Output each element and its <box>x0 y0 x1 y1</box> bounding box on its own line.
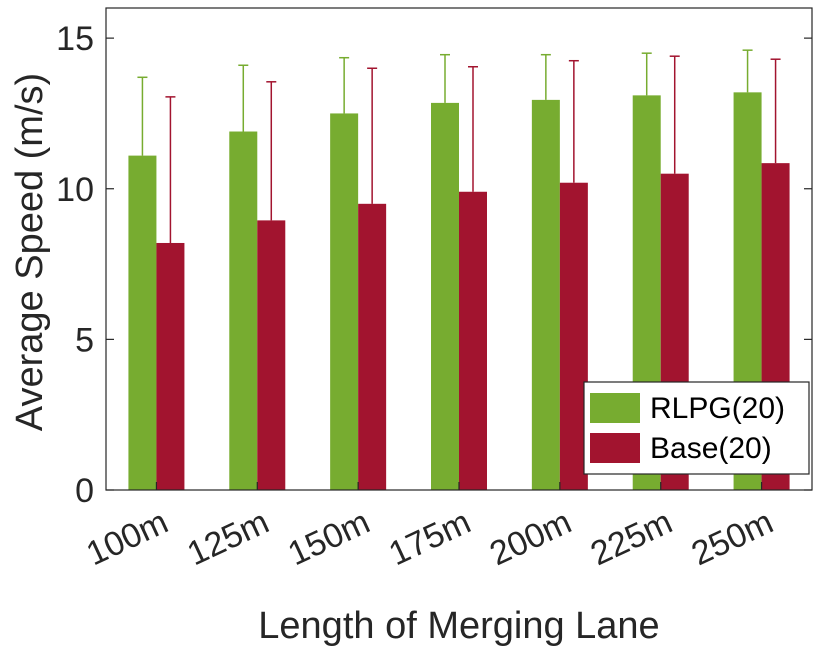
legend-label-base: Base(20) <box>650 432 772 465</box>
bar-1-125m <box>257 220 286 490</box>
y-axis-label: Average Speed (m/s) <box>9 73 51 431</box>
y-tick-label-5: 5 <box>75 321 94 359</box>
y-tick-label-15: 15 <box>56 20 94 58</box>
y-tick-label-10: 10 <box>56 171 94 209</box>
x-tick-label-200m: 200m <box>484 503 577 573</box>
x-tick-label-100m: 100m <box>81 503 174 573</box>
x-tick-label-150m: 150m <box>282 503 375 573</box>
legend-swatch-rlpg <box>590 393 640 423</box>
bar-0-100m <box>128 155 157 491</box>
bar-1-175m <box>459 191 487 490</box>
bar-1-100m <box>156 242 185 490</box>
x-tick-label-250m: 250m <box>686 503 779 573</box>
x-tick-label-175m: 175m <box>383 503 476 573</box>
y-tick-label-0: 0 <box>75 472 94 510</box>
x-axis-label: Length of Merging Lane <box>258 605 659 646</box>
legend-label-rlpg: RLPG(20) <box>650 392 785 425</box>
bars-layer <box>128 49 790 491</box>
bar-0-125m <box>229 131 258 490</box>
bar-0-175m <box>431 102 459 491</box>
x-tick-label-125m: 125m <box>182 503 275 573</box>
bar-1-150m <box>358 203 387 490</box>
bar-0-150m <box>330 113 359 490</box>
legend: RLPG(20) Base(20) <box>583 381 810 475</box>
bar-0-200m <box>531 99 560 490</box>
legend-swatch-base <box>590 433 640 463</box>
bar-1-200m <box>559 182 588 490</box>
x-tick-label-225m: 225m <box>585 503 678 573</box>
